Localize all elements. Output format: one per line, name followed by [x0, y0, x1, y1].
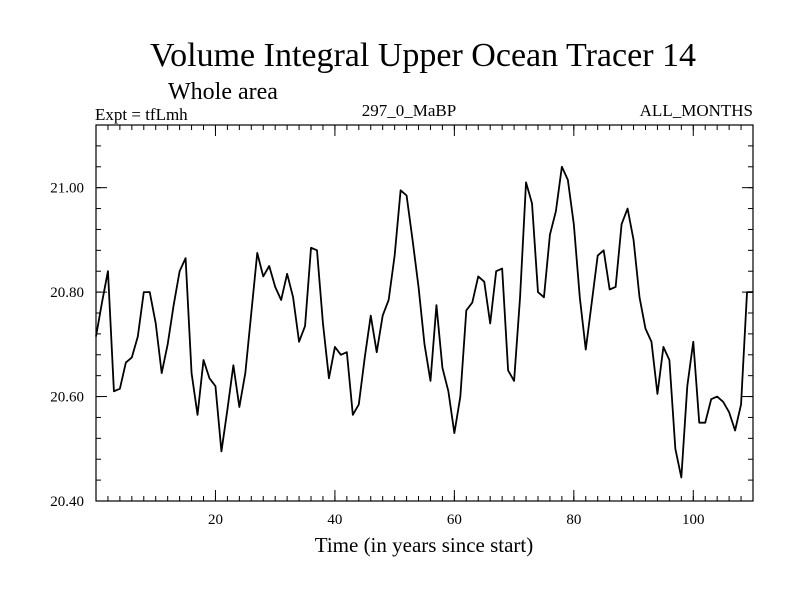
y-tick-label: 20.40	[50, 494, 84, 510]
x-tick-label: 80	[566, 512, 581, 528]
x-axis-label: Time (in years since start)	[315, 533, 534, 557]
plot-frame	[95, 124, 754, 502]
chart-title: Volume Integral Upper Ocean Tracer 14	[150, 37, 696, 74]
x-tick-label: 20	[208, 512, 223, 528]
y-tick-label: 20.80	[50, 285, 84, 301]
x-tick-label: 40	[327, 512, 342, 528]
x-tick-label: 100	[682, 512, 705, 528]
y-tick-label: 21.00	[50, 181, 84, 197]
x-axis: 20 40 60 80 100	[95, 125, 754, 528]
y-axis: 20.40 20.60 20.80 21.00	[50, 124, 753, 510]
chart-subtitle: Whole area	[168, 79, 278, 105]
x-tick-label: 60	[447, 512, 462, 528]
series-line	[95, 165, 753, 479]
series-layer	[95, 165, 753, 479]
y-tick-label: 20.60	[50, 390, 84, 406]
period-label: 297_0_MaBP	[362, 101, 456, 120]
months-label: ALL_MONTHS	[640, 101, 753, 120]
experiment-label: Expt = tfLmh	[95, 105, 188, 124]
